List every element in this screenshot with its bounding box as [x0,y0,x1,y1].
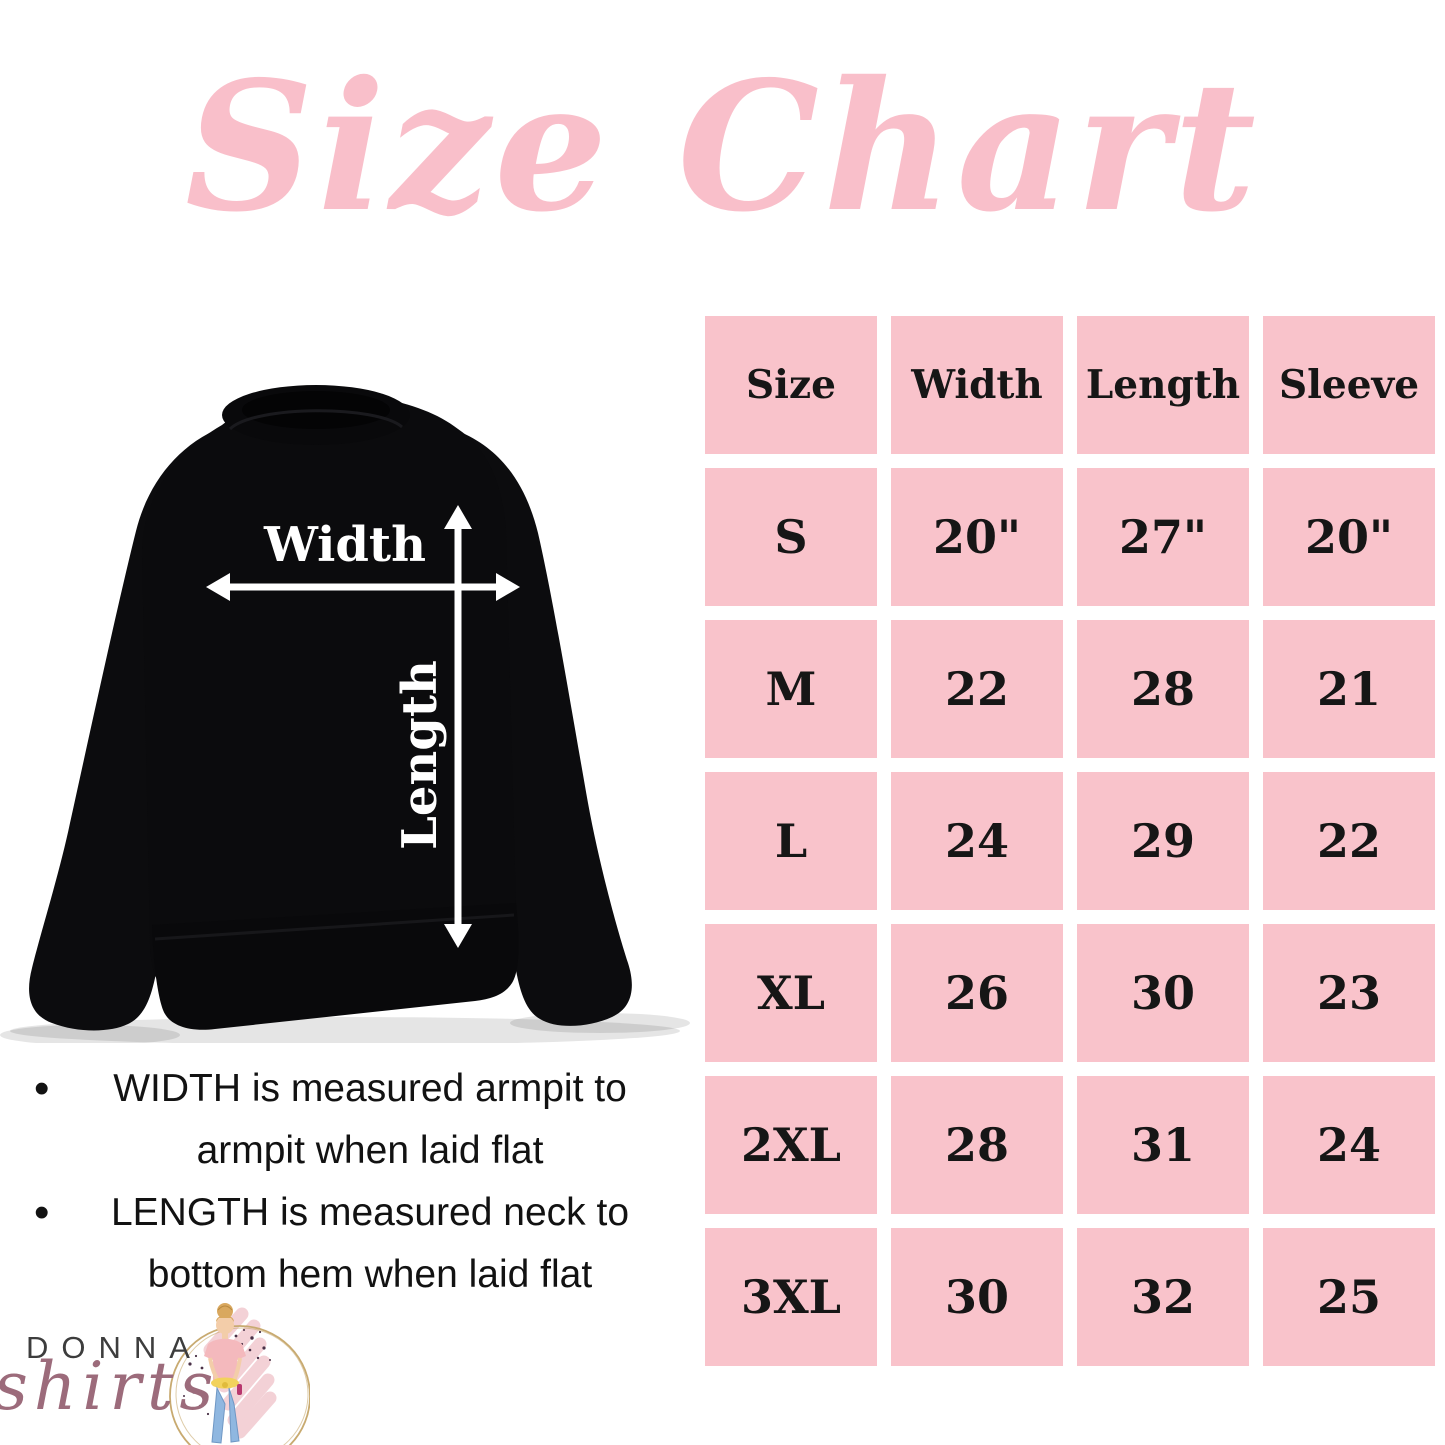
logo-brand-text: DONNA [26,1330,203,1365]
page-title: Size Chart [185,42,1260,251]
cell-l-length: 29 [1077,772,1249,910]
cell-l-size: L [705,772,877,910]
header-size: Size [705,316,877,454]
cell-3xl-sleeve: 25 [1263,1228,1435,1366]
cell-2xl-sleeve: 24 [1263,1076,1435,1214]
cell-xl-length: 30 [1077,924,1249,1062]
cell-xl-width: 26 [891,924,1063,1062]
cell-3xl-width: 30 [891,1228,1063,1366]
sweatshirt-hem-seam [154,913,515,941]
cell-3xl-length: 32 [1077,1228,1249,1366]
cell-s-size: S [705,468,877,606]
logo-gold-circle [169,1325,310,1445]
cell-2xl-width: 28 [891,1076,1063,1214]
measurement-notes: WIDTH is measured armpit to armpit when … [32,1058,682,1306]
cell-m-size: M [705,620,877,758]
note-length: LENGTH is measured neck to bottom hem wh… [32,1182,682,1306]
cell-l-sleeve: 22 [1263,772,1435,910]
cell-3xl-size: 3XL [705,1228,877,1366]
cell-l-width: 24 [891,772,1063,910]
cell-s-width: 20" [891,468,1063,606]
cell-xl-sleeve: 23 [1263,924,1435,1062]
cell-m-length: 28 [1077,620,1249,758]
header-width: Width [891,316,1063,454]
cell-s-sleeve: 20" [1263,468,1435,606]
sweatshirt-image: Width Length [0,385,690,1043]
cell-2xl-length: 31 [1077,1076,1249,1214]
cell-xl-size: XL [705,924,877,1062]
sweatshirt-body [141,393,517,1004]
logo-gold-circle-inner [175,1327,309,1445]
note-width: WIDTH is measured armpit to armpit when … [32,1058,682,1182]
cell-s-length: 27" [1077,468,1249,606]
logo-woman-figure [204,1303,246,1444]
cell-m-sleeve: 21 [1263,620,1435,758]
sweatshirt-collar-seam [228,409,403,431]
length-arrow-icon [444,505,472,948]
sweatshirt-hem [152,903,519,1030]
sweatshirt-shadow-left [0,1025,180,1043]
header-length: Length [1077,316,1249,454]
cell-2xl-size: 2XL [705,1076,877,1214]
header-sleeve: Sleeve [1263,316,1435,454]
cell-m-width: 22 [891,620,1063,758]
length-arrow-label: Length [392,660,448,850]
width-arrow-icon [206,573,520,601]
logo-sub-text: shirts [0,1348,220,1425]
size-table: Size Width Length Sleeve S 20" 27" 20" M… [705,316,1435,1366]
width-arrow-label: Width [263,517,426,573]
logo-illustration [169,1303,310,1445]
